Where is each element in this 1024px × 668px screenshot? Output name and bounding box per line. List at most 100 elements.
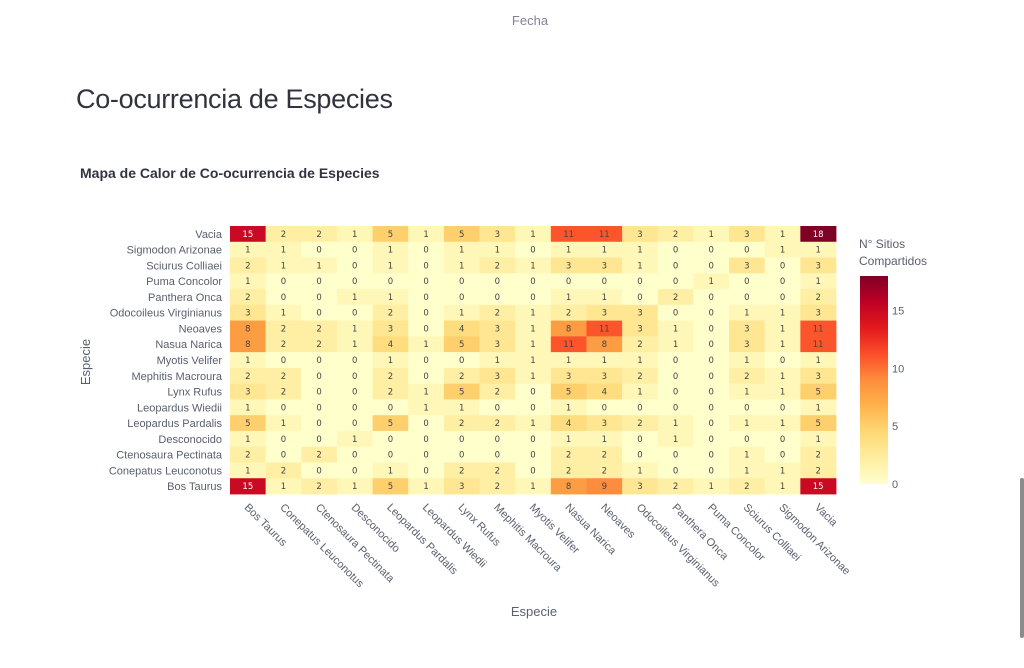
page-scrollbar[interactable] (1020, 478, 1024, 638)
heatmap-cell[interactable] (443, 352, 480, 369)
heatmap-cell[interactable] (479, 257, 516, 274)
heatmap-cell[interactable] (515, 226, 552, 243)
heatmap-cell[interactable] (764, 226, 801, 243)
heatmap-cell[interactable] (586, 367, 623, 385)
heatmap-cell[interactable] (622, 383, 659, 400)
heatmap-cell[interactable] (301, 257, 338, 274)
heatmap-cell[interactable] (230, 430, 267, 448)
heatmap-cell[interactable] (443, 367, 480, 385)
heatmap-cell[interactable] (443, 320, 480, 337)
heatmap-cell[interactable] (800, 462, 837, 479)
heatmap-cell[interactable] (336, 367, 373, 385)
heatmap-cell[interactable] (372, 430, 409, 448)
heatmap-cell[interactable] (693, 289, 730, 306)
heatmap-cell[interactable] (301, 462, 338, 479)
heatmap-cell[interactable] (657, 383, 694, 400)
heatmap-cell[interactable] (764, 446, 801, 463)
heatmap-cell[interactable] (408, 289, 445, 306)
heatmap-cell[interactable] (729, 226, 766, 243)
heatmap-cell[interactable] (693, 241, 730, 258)
heatmap-cell[interactable] (515, 367, 552, 385)
heatmap-cell[interactable] (336, 399, 373, 416)
heatmap-cell[interactable] (301, 273, 338, 290)
heatmap-cell[interactable] (550, 289, 587, 306)
heatmap-cell[interactable] (515, 304, 552, 321)
heatmap-cell[interactable] (764, 383, 801, 400)
heatmap-cell[interactable] (479, 304, 516, 321)
heatmap-cell[interactable] (230, 399, 267, 416)
heatmap-cell[interactable] (408, 446, 445, 463)
heatmap-cell[interactable] (657, 415, 694, 432)
heatmap-cell[interactable] (408, 226, 445, 243)
heatmap-cell[interactable] (586, 289, 623, 306)
heatmap-cell[interactable] (515, 415, 552, 432)
heatmap-cell[interactable] (372, 446, 409, 463)
heatmap-cell[interactable] (230, 226, 267, 243)
heatmap-cell[interactable] (515, 383, 552, 400)
heatmap-cell[interactable] (515, 289, 552, 306)
heatmap-cell[interactable] (550, 478, 587, 495)
heatmap-cell[interactable] (657, 226, 694, 243)
heatmap-cell[interactable] (657, 273, 694, 290)
heatmap-cell[interactable] (372, 241, 409, 258)
heatmap-cell[interactable] (764, 304, 801, 321)
heatmap-cell[interactable] (301, 336, 338, 353)
heatmap-cell[interactable] (622, 289, 659, 306)
heatmap-cell[interactable] (301, 304, 338, 321)
heatmap-cell[interactable] (336, 336, 373, 353)
heatmap-cell[interactable] (622, 304, 659, 321)
heatmap-cell[interactable] (336, 383, 373, 400)
heatmap-cell[interactable] (729, 430, 766, 448)
heatmap-cell[interactable] (265, 352, 302, 369)
heatmap-cell[interactable] (408, 336, 445, 353)
heatmap-cell[interactable] (265, 367, 302, 385)
heatmap-cell[interactable] (336, 446, 373, 463)
heatmap-cell[interactable] (301, 478, 338, 495)
heatmap-cell[interactable] (622, 257, 659, 274)
heatmap-cell[interactable] (479, 415, 516, 432)
heatmap-cell[interactable] (336, 320, 373, 337)
heatmap-cell[interactable] (515, 336, 552, 353)
heatmap-cell[interactable] (230, 478, 267, 495)
heatmap-cell[interactable] (479, 383, 516, 400)
heatmap-cell[interactable] (550, 446, 587, 463)
heatmap-cell[interactable] (336, 226, 373, 243)
heatmap-cell[interactable] (443, 462, 480, 479)
heatmap-cell[interactable] (301, 352, 338, 369)
heatmap-cell[interactable] (479, 226, 516, 243)
heatmap-cell[interactable] (515, 446, 552, 463)
heatmap-cell[interactable] (764, 462, 801, 479)
heatmap-cell[interactable] (230, 415, 267, 432)
heatmap-cell[interactable] (265, 383, 302, 400)
heatmap-cell[interactable] (265, 320, 302, 337)
heatmap-cell[interactable] (443, 241, 480, 258)
heatmap-cell[interactable] (622, 352, 659, 369)
heatmap-cell[interactable] (443, 383, 480, 400)
heatmap-cell[interactable] (372, 478, 409, 495)
heatmap-cell[interactable] (693, 415, 730, 432)
heatmap-cell[interactable] (622, 367, 659, 385)
heatmap-cell[interactable] (479, 336, 516, 353)
heatmap-cell[interactable] (301, 320, 338, 337)
heatmap-cell[interactable] (336, 462, 373, 479)
heatmap-cell[interactable] (729, 415, 766, 432)
heatmap-cell[interactable] (693, 273, 730, 290)
heatmap-cell[interactable] (622, 478, 659, 495)
heatmap-cell[interactable] (586, 226, 623, 243)
heatmap-cell[interactable] (657, 336, 694, 353)
heatmap-cell[interactable] (408, 273, 445, 290)
heatmap-cell[interactable] (443, 273, 480, 290)
heatmap-cell[interactable] (550, 257, 587, 274)
heatmap-cell[interactable] (550, 367, 587, 385)
heatmap-cell[interactable] (729, 478, 766, 495)
heatmap-cell[interactable] (443, 289, 480, 306)
heatmap-cell[interactable] (230, 320, 267, 337)
heatmap-cell[interactable] (443, 336, 480, 353)
heatmap-cell[interactable] (408, 383, 445, 400)
heatmap-cell[interactable] (800, 478, 837, 495)
heatmap-cell[interactable] (372, 257, 409, 274)
heatmap-cell[interactable] (479, 399, 516, 416)
heatmap-cell[interactable] (586, 399, 623, 416)
heatmap-cell[interactable] (479, 273, 516, 290)
heatmap-cell[interactable] (372, 462, 409, 479)
